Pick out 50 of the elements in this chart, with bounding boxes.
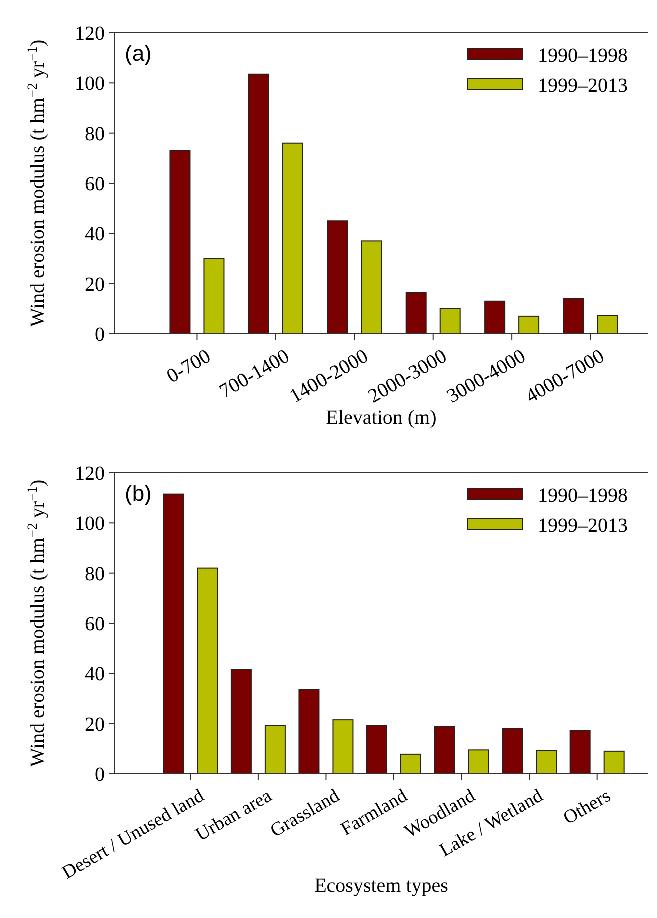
bar <box>282 142 304 334</box>
legend-label: 1999–2013 <box>538 75 628 97</box>
bar <box>536 750 558 774</box>
bar <box>298 689 320 774</box>
bar <box>163 494 184 774</box>
y-tick-label: 0 <box>95 764 105 786</box>
bar <box>570 730 591 774</box>
x-axis-title: Ecosystem types <box>314 875 449 897</box>
bar <box>440 308 461 334</box>
bar <box>230 669 252 774</box>
y-tick-label: 60 <box>85 174 105 196</box>
bar <box>170 150 191 334</box>
y-tick-label: 120 <box>75 463 105 485</box>
y-tick-label: 20 <box>85 714 105 736</box>
legend-label: 1990–1998 <box>538 485 628 507</box>
bar <box>434 726 456 774</box>
bar <box>332 720 354 774</box>
x-tick-label: Others <box>560 786 614 830</box>
bar <box>361 240 382 334</box>
y-tick-label: 100 <box>75 73 105 96</box>
y-tick-label: 80 <box>85 123 105 146</box>
bar <box>563 298 584 334</box>
bar <box>366 725 388 774</box>
bar <box>197 568 218 774</box>
bar <box>518 316 540 334</box>
bar <box>406 292 427 334</box>
y-tick-label: 120 <box>75 23 105 45</box>
x-tick-label: 0-700 <box>163 345 215 388</box>
bar <box>597 315 618 334</box>
y-tick-label: 0 <box>95 324 105 346</box>
y-tick-label: 40 <box>85 224 105 246</box>
y-tick-label: 60 <box>85 614 105 636</box>
x-axis-title: Elevation (m) <box>326 407 437 429</box>
y-tick-label: 80 <box>85 563 105 586</box>
y-tick-label: 40 <box>85 664 105 686</box>
bar <box>484 300 506 334</box>
y-tick-label: 100 <box>75 513 105 536</box>
y-tick-label: 20 <box>85 274 105 296</box>
legend-label: 1990–1998 <box>538 45 628 67</box>
legend-label: 1999–2013 <box>538 515 628 537</box>
bar <box>248 74 270 334</box>
annotation: (b) <box>125 481 152 506</box>
bar <box>264 725 286 774</box>
bar <box>327 220 348 334</box>
bar <box>204 258 225 334</box>
bar <box>400 754 422 774</box>
bar <box>604 750 625 774</box>
bar <box>502 728 524 774</box>
annotation: (a) <box>125 41 152 66</box>
bar <box>468 750 490 774</box>
